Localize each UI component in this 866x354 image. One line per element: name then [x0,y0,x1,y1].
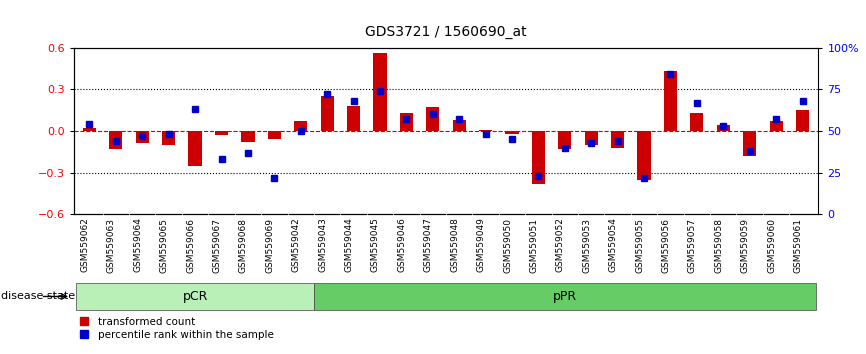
Bar [796,110,809,131]
Bar [162,131,175,145]
Text: GSM559060: GSM559060 [767,217,776,273]
Bar [268,131,281,139]
Text: GSM559054: GSM559054 [609,217,617,273]
Bar [373,53,386,131]
Bar [637,131,650,179]
Bar [743,131,756,156]
Text: GSM559068: GSM559068 [239,217,248,273]
Text: GSM559050: GSM559050 [503,217,512,273]
Bar [717,125,730,131]
Bar [559,131,572,149]
Text: GSM559056: GSM559056 [662,217,670,273]
Bar [664,72,677,131]
Text: disease state: disease state [1,291,75,302]
Bar [242,131,255,142]
Text: GSM559046: GSM559046 [397,217,406,273]
Bar [770,121,783,131]
Legend: transformed count, percentile rank within the sample: transformed count, percentile rank withi… [79,317,274,340]
Text: GSM559055: GSM559055 [635,217,644,273]
Text: GSM559067: GSM559067 [212,217,222,273]
Bar [532,131,545,184]
Text: GSM559043: GSM559043 [318,217,327,273]
Text: GSM559059: GSM559059 [740,217,750,273]
Bar [426,107,439,131]
Text: GSM559065: GSM559065 [159,217,169,273]
Text: GSM559042: GSM559042 [292,217,301,272]
Bar [611,131,624,148]
Text: GDS3721 / 1560690_at: GDS3721 / 1560690_at [365,25,527,39]
Bar [76,283,314,310]
Text: GSM559063: GSM559063 [107,217,116,273]
Bar [453,120,466,131]
Bar [585,131,598,145]
Bar [506,131,519,134]
Text: GSM559051: GSM559051 [529,217,539,273]
Text: pCR: pCR [183,290,208,303]
Text: GSM559061: GSM559061 [793,217,803,273]
Text: GSM559066: GSM559066 [186,217,195,273]
Bar [347,106,360,131]
Bar [215,131,228,135]
Text: GSM559048: GSM559048 [450,217,459,273]
Text: GSM559064: GSM559064 [133,217,142,273]
Text: GSM559058: GSM559058 [714,217,723,273]
Text: GSM559053: GSM559053 [582,217,591,273]
Bar [320,96,333,131]
Bar [479,130,492,131]
Text: GSM559047: GSM559047 [423,217,433,273]
Bar [294,121,307,131]
Bar [690,113,703,131]
Text: GSM559052: GSM559052 [556,217,565,273]
Bar [314,283,816,310]
Text: GSM559049: GSM559049 [476,217,486,273]
Text: GSM559057: GSM559057 [688,217,697,273]
Bar [109,131,122,149]
Text: GSM559045: GSM559045 [371,217,380,273]
Text: GSM559069: GSM559069 [265,217,275,273]
Text: GSM559044: GSM559044 [345,217,353,272]
Bar [400,113,413,131]
Text: GSM559062: GSM559062 [81,217,89,273]
Text: pPR: pPR [553,290,577,303]
Bar [189,131,202,166]
Bar [136,131,149,143]
Bar [83,128,96,131]
